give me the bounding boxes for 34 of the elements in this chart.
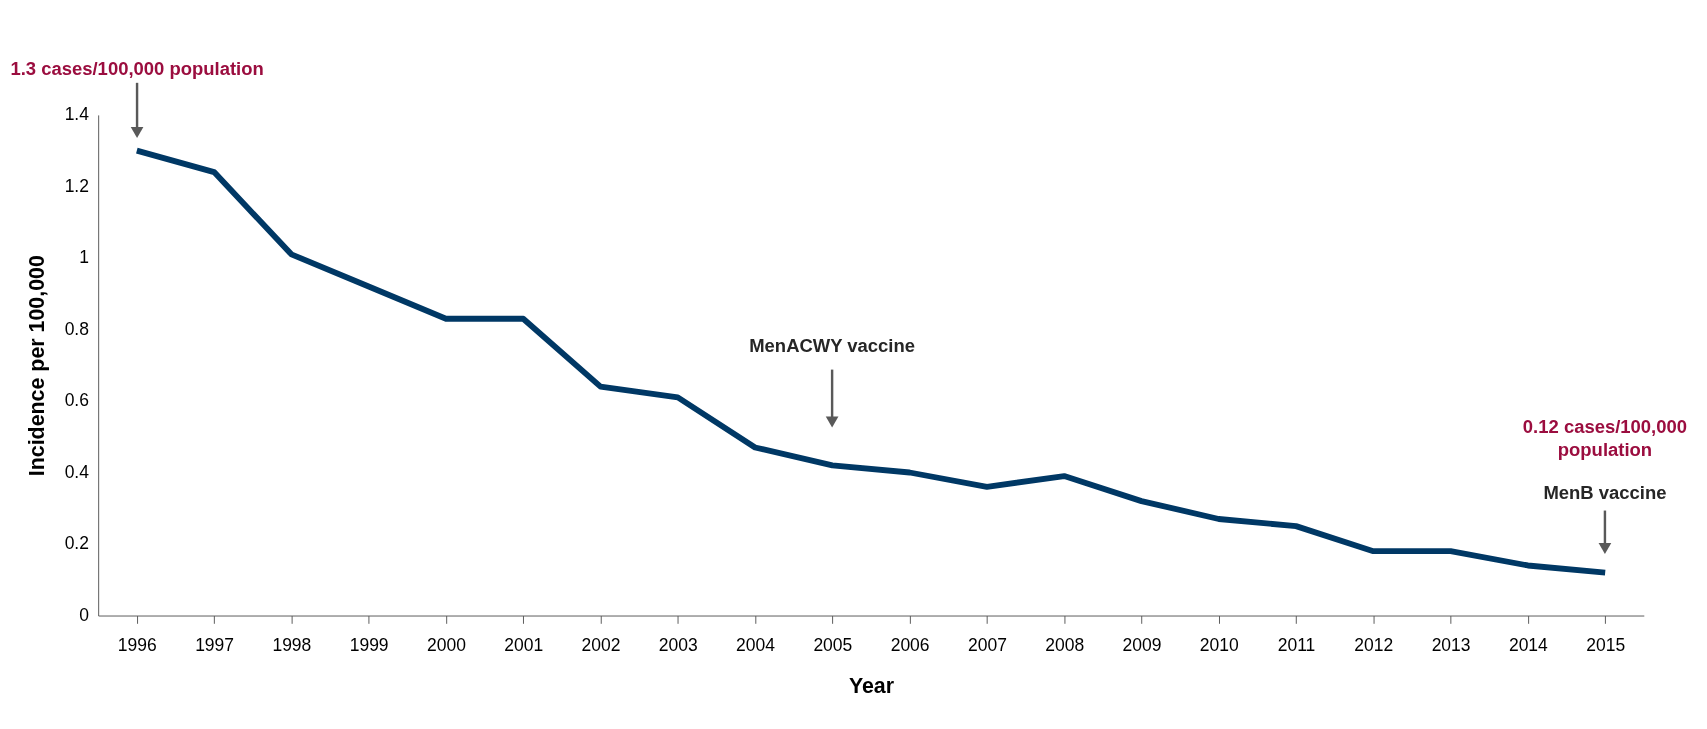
x-tick-label: 2006 xyxy=(890,635,930,656)
x-tick-label: 2009 xyxy=(1122,635,1162,656)
x-tick-label: 1999 xyxy=(349,635,389,656)
x-tick-label: 2000 xyxy=(426,635,467,656)
x-tick-label: 2011 xyxy=(1277,635,1316,656)
annotation: MenACWY vaccine xyxy=(749,335,916,357)
x-tick-label: 2013 xyxy=(1431,635,1471,656)
x-tick-label: 2015 xyxy=(1586,635,1626,656)
y-tick-label: 0.6 xyxy=(64,390,89,411)
annotation: MenB vaccine xyxy=(1543,481,1667,503)
text: 1.3 cases/100,000 population xyxy=(10,58,264,80)
y-tick-label: 0 xyxy=(79,604,90,625)
x-tick-label: 2008 xyxy=(1045,635,1085,656)
x-tick-label: 2012 xyxy=(1354,635,1394,656)
x-tick-label: 2004 xyxy=(736,635,776,656)
x-tick-label: 2003 xyxy=(658,635,698,656)
y-axis-title: Incidence per 100,000 xyxy=(25,255,50,477)
x-tick-label: 1997 xyxy=(195,635,235,656)
x-tick-label: 2010 xyxy=(1199,635,1239,656)
x-tick-label: 2007 xyxy=(967,635,1007,656)
x-tick-label: 2005 xyxy=(813,635,853,656)
y-tick-label: 1 xyxy=(79,247,89,268)
y-tick-label: 1.2 xyxy=(64,175,89,196)
x-axis-title: Year xyxy=(848,673,895,698)
annotation: 0.12 cases/100,000 population xyxy=(1522,415,1688,461)
x-tick-label: 1998 xyxy=(272,635,312,656)
x-tick-label: 1996 xyxy=(117,635,157,656)
y-tick-label: 1.4 xyxy=(64,104,90,125)
x-tick-label: 2002 xyxy=(581,635,621,656)
y-tick-label: 0.8 xyxy=(64,318,89,339)
y-tick-label: 0.4 xyxy=(64,461,90,482)
y-tick-label: 0.2 xyxy=(64,533,89,554)
x-tick-label: 2001 xyxy=(504,635,544,656)
x-tick-label: 2014 xyxy=(1508,635,1549,656)
